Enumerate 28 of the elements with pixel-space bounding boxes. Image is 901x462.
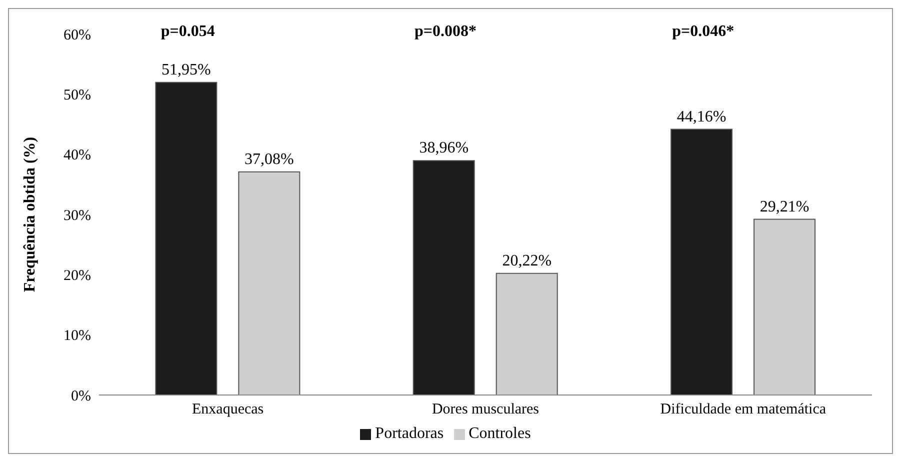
legend-label: Portadoras <box>375 425 444 442</box>
x-tick-label: Dores musculares <box>432 402 540 418</box>
bar <box>412 160 475 395</box>
x-tick-label: Dificuldade em matemática <box>660 402 826 418</box>
x-tick-label: Enxaquecas <box>192 402 264 418</box>
y-axis-title: Frequência obtida (%) <box>22 136 39 292</box>
bar <box>238 171 300 395</box>
data-label: 38,96% <box>419 140 469 157</box>
y-tick-label: 40% <box>64 148 91 164</box>
annotation: p=0.054 <box>160 23 215 40</box>
bar <box>155 82 218 395</box>
annotation: p=0.046* <box>672 23 734 40</box>
y-tick-label: 10% <box>64 328 91 344</box>
y-tick-label: 50% <box>64 87 91 104</box>
y-tick-label: 30% <box>64 208 91 224</box>
data-label: 20,22% <box>502 252 552 270</box>
bar <box>670 128 733 395</box>
y-tick-label: 60% <box>64 27 91 44</box>
data-label: 29,21% <box>760 198 810 216</box>
data-label: 37,08% <box>244 150 294 168</box>
y-tick-label: 0% <box>71 388 91 404</box>
data-label: 44,16% <box>676 108 726 126</box>
annotation: p=0.008* <box>414 23 477 40</box>
bar <box>754 218 816 395</box>
data-label: 51,95% <box>162 61 211 78</box>
bar <box>496 272 558 395</box>
legend-label: Controles <box>468 425 531 442</box>
y-tick-label: 20% <box>64 268 91 284</box>
